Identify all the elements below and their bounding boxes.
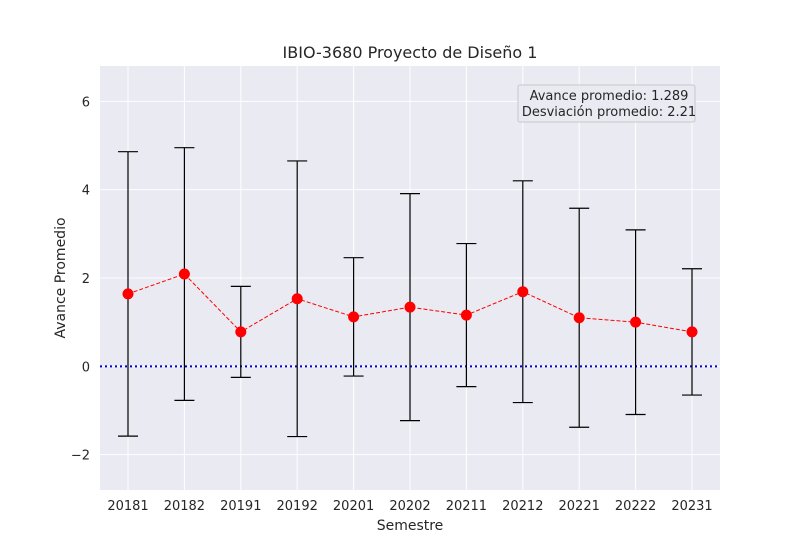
series — [122, 268, 698, 338]
data-point — [573, 312, 585, 324]
y-tick-label: 2 — [82, 272, 90, 287]
y-tick-label: 4 — [82, 184, 90, 199]
x-tick-label: 20201 — [333, 499, 374, 514]
x-tick-label: 20221 — [559, 499, 600, 514]
x-tick-label: 20182 — [164, 499, 205, 514]
data-point — [291, 293, 303, 305]
x-tick-label: 20231 — [671, 499, 712, 514]
data-point — [235, 326, 247, 338]
x-axis-label: Semestre — [377, 518, 444, 534]
data-point — [122, 288, 134, 300]
x-tick-label: 20191 — [220, 499, 261, 514]
annotation-box — [517, 84, 696, 123]
data-point — [686, 326, 698, 338]
data-point — [517, 286, 529, 298]
x-tick-label: 20181 — [107, 499, 148, 514]
x-tick-label: 20212 — [502, 499, 543, 514]
y-axis-label: Avance Promedio — [53, 217, 69, 338]
stats-annotation: Avance promedio: 1.289 Desviación promed… — [517, 84, 696, 123]
y-tick-label: 6 — [82, 95, 90, 110]
y-tick-label: −2 — [71, 449, 90, 464]
x-tick-label: 20211 — [446, 499, 487, 514]
y-tick-labels: −2 0 2 4 6 — [71, 95, 90, 463]
x-tick-label: 20222 — [615, 499, 656, 514]
annotation-line-2: Desviación promedio: 2.21 — [522, 105, 696, 120]
y-tick-label: 0 — [82, 360, 90, 375]
data-point — [404, 301, 416, 313]
data-point — [178, 268, 190, 280]
data-point — [630, 316, 642, 328]
annotation-line-1: Avance promedio: 1.289 — [530, 89, 689, 104]
data-point — [348, 311, 360, 323]
chart-title: IBIO-3680 Proyecto de Diseño 1 — [283, 43, 538, 62]
data-point — [460, 309, 472, 321]
x-tick-label: 20202 — [389, 499, 430, 514]
x-tick-label: 20192 — [277, 499, 318, 514]
x-tick-labels: 20181 20182 20191 20192 20201 20202 20211 20212… — [107, 499, 712, 514]
